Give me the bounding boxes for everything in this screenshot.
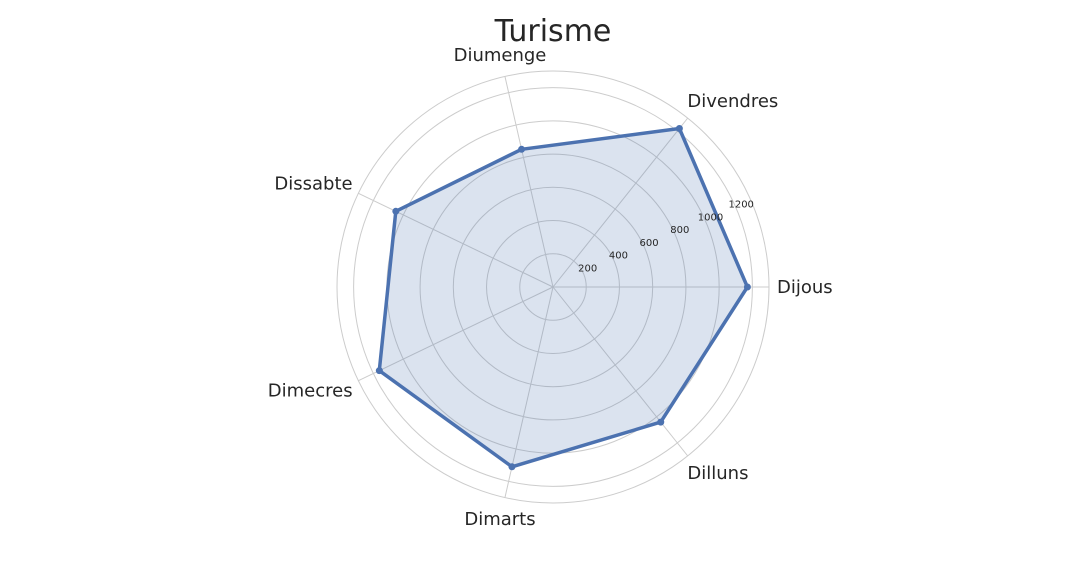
category-label: Dijous [777,277,833,298]
data-point [743,283,751,291]
radial-tick-label: 200 [578,263,597,274]
category-label: Dissabte [274,174,352,195]
category-label: Diumenge [454,45,547,66]
spoke-line [552,117,689,288]
category-label: Divendres [687,91,778,112]
radial-tick-label: 400 [609,251,628,262]
data-point [657,418,665,426]
spoke-line [552,286,689,457]
data-point [392,207,400,215]
series-layer [375,125,751,471]
data-point [518,145,526,153]
data-point [675,125,683,133]
series-area [379,128,748,467]
chart-title: Turisme [494,14,612,49]
spoke-line [358,192,554,288]
radial-tick-labels: 200 400 600 800 1000 1200 [578,200,754,275]
radial-tick-label: 800 [670,225,689,236]
category-labels: Dijous Divendres Diumenge Dissabte Dimecres D… [268,45,833,530]
data-point [508,463,516,471]
spoke-line [358,286,554,382]
category-label: Dimarts [464,509,535,530]
spoke-line [504,286,554,498]
radial-tick-label: 1000 [698,212,723,223]
radial-tick-label: 600 [640,238,659,249]
category-label: Dilluns [687,463,748,484]
radial-tick-label: 1200 [728,200,753,211]
data-point [375,367,383,375]
spoke-line [504,76,554,288]
category-label: Dimecres [268,380,353,401]
series-line [377,126,750,469]
